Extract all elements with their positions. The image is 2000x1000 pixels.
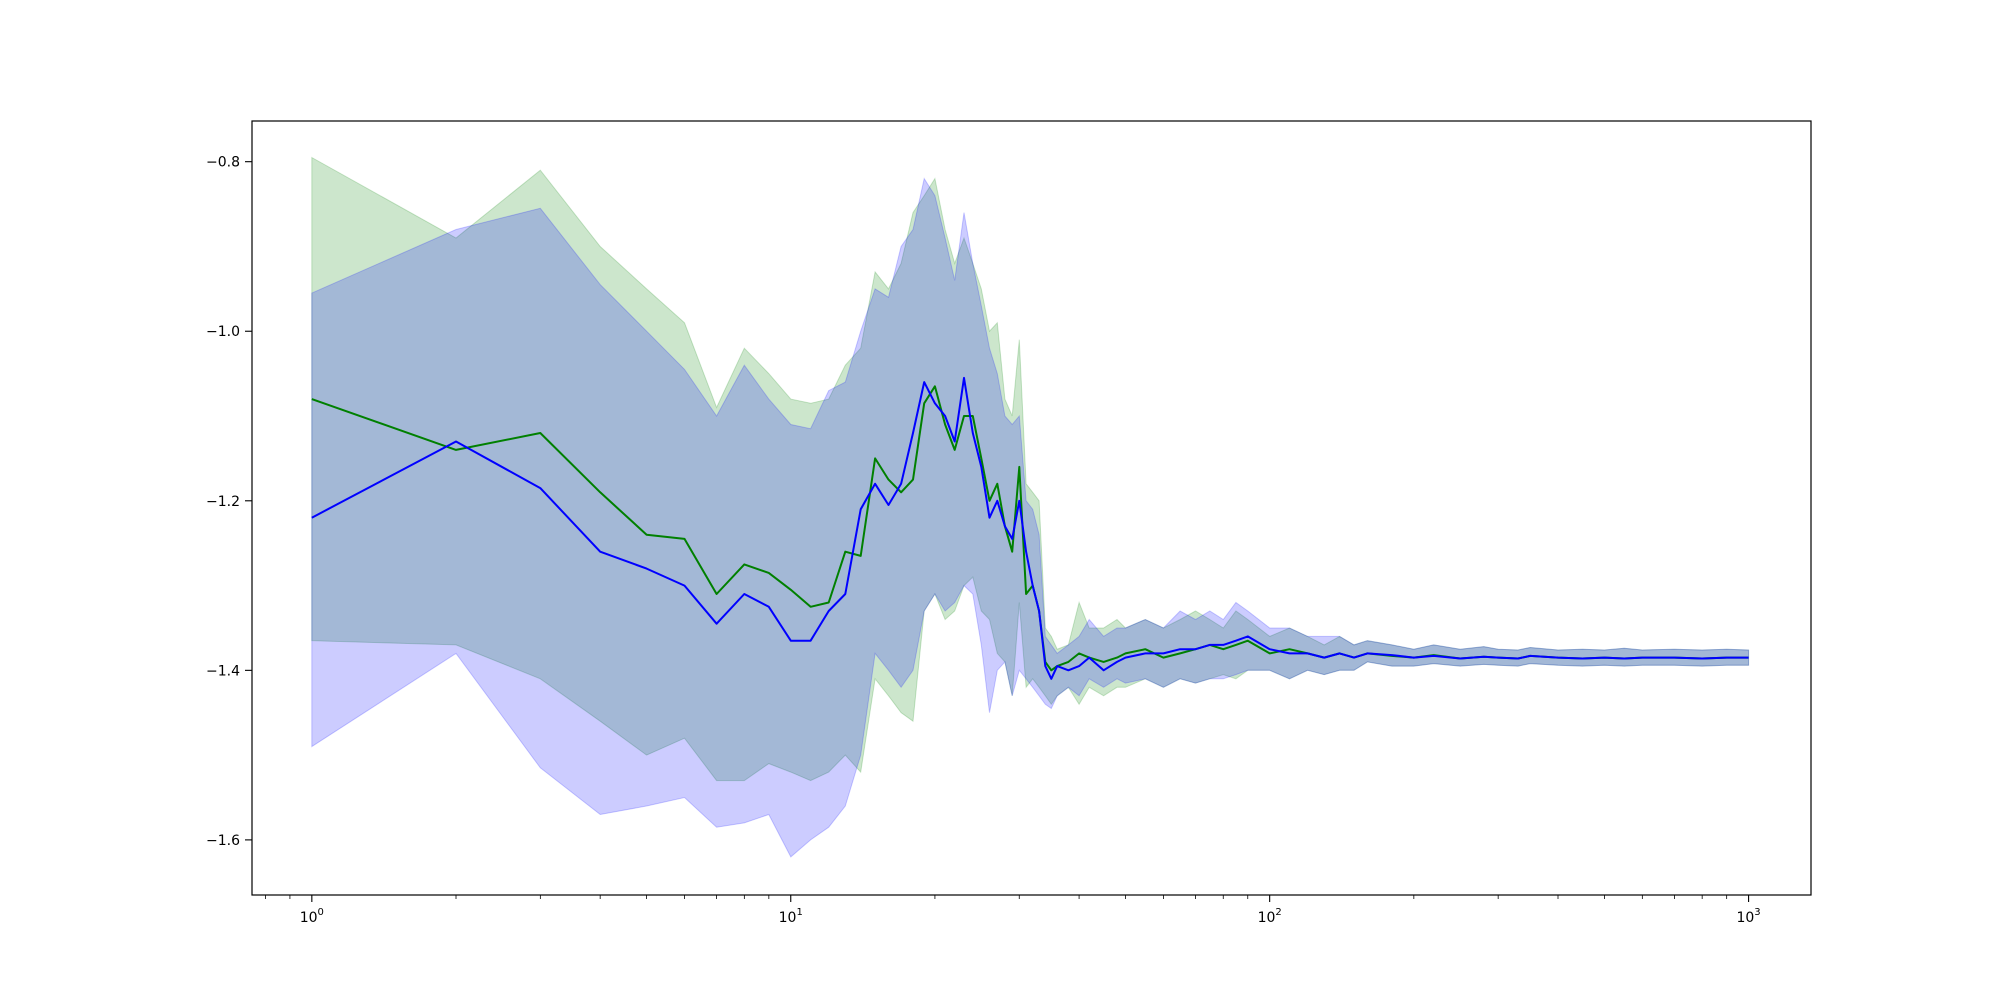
y-tick-label: −1.2 bbox=[206, 494, 240, 510]
series-1-band bbox=[311, 156, 1750, 782]
series-2-band bbox=[311, 177, 1750, 858]
y-axis: −0.8 −1.0 −1.2 −1.4 −1.6 bbox=[206, 155, 252, 849]
x-axis: 100 101 102 103 bbox=[265, 895, 1761, 926]
y-tick-label: −0.8 bbox=[206, 155, 240, 171]
axes-frame bbox=[251, 120, 1812, 896]
x-tick-label: 101 bbox=[779, 907, 803, 926]
y-tick-label: −1.0 bbox=[206, 324, 240, 340]
y-tick-label: −1.4 bbox=[206, 663, 240, 679]
x-tick-label: 102 bbox=[1258, 907, 1282, 926]
series-2-line bbox=[311, 376, 1749, 680]
x-tick-label: 103 bbox=[1736, 907, 1760, 926]
x-tick-label: 100 bbox=[300, 907, 324, 926]
y-tick-label: −1.6 bbox=[206, 833, 240, 849]
plot-area bbox=[311, 156, 1750, 858]
